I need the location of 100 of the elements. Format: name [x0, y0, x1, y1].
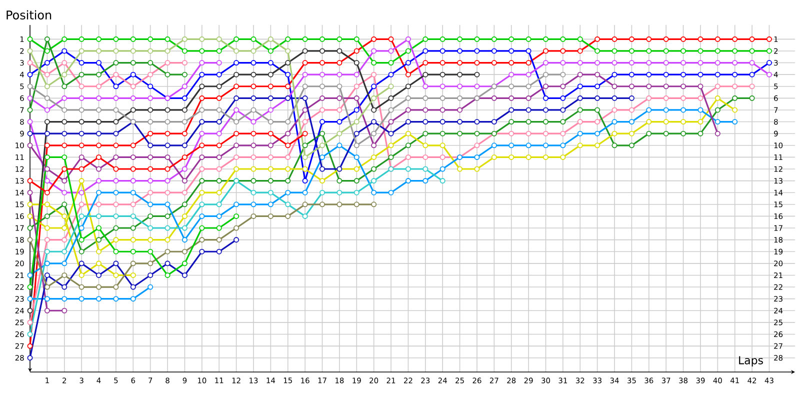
point	[164, 72, 170, 78]
point	[234, 154, 240, 160]
point	[78, 237, 84, 243]
point	[577, 130, 583, 136]
point	[320, 119, 326, 125]
point	[250, 72, 256, 78]
point	[714, 72, 720, 78]
point	[285, 213, 291, 219]
point	[199, 72, 205, 78]
point	[336, 142, 342, 148]
point	[250, 60, 256, 66]
point	[302, 95, 308, 101]
point	[250, 154, 256, 160]
point	[302, 107, 308, 113]
point	[216, 48, 222, 54]
point	[44, 178, 50, 184]
point	[113, 296, 119, 302]
point	[440, 154, 446, 160]
point	[440, 36, 446, 42]
point	[388, 72, 394, 78]
point	[749, 36, 755, 42]
point	[560, 154, 566, 160]
point	[749, 95, 755, 101]
point	[27, 178, 33, 184]
point	[371, 36, 377, 42]
point	[199, 48, 205, 54]
point	[216, 178, 222, 184]
point	[285, 166, 291, 172]
point	[371, 107, 377, 113]
point	[594, 48, 600, 54]
point	[113, 84, 119, 90]
point	[27, 84, 33, 90]
point	[44, 284, 50, 290]
point	[27, 48, 33, 54]
point	[234, 95, 240, 101]
point	[62, 248, 68, 254]
point	[44, 296, 50, 302]
point	[96, 202, 102, 208]
point	[680, 130, 686, 136]
point	[577, 60, 583, 66]
point	[44, 36, 50, 42]
point	[646, 107, 652, 113]
point	[646, 60, 652, 66]
point	[148, 260, 154, 266]
point	[62, 260, 68, 266]
point	[148, 48, 154, 54]
point	[96, 95, 102, 101]
point	[199, 166, 205, 172]
point	[302, 154, 308, 160]
point	[130, 237, 136, 243]
point	[680, 95, 686, 101]
point	[680, 107, 686, 113]
point	[371, 48, 377, 54]
point	[148, 213, 154, 219]
point	[130, 72, 136, 78]
point	[182, 107, 188, 113]
point	[113, 36, 119, 42]
point	[354, 166, 360, 172]
point	[113, 72, 119, 78]
point	[182, 130, 188, 136]
point	[354, 107, 360, 113]
point	[422, 95, 428, 101]
point	[78, 154, 84, 160]
point	[714, 60, 720, 66]
point	[628, 142, 634, 148]
point	[388, 95, 394, 101]
point	[62, 95, 68, 101]
point	[62, 308, 68, 314]
point	[130, 154, 136, 160]
point	[44, 119, 50, 125]
point	[234, 202, 240, 208]
point	[560, 142, 566, 148]
point	[148, 272, 154, 278]
point	[698, 72, 704, 78]
point	[646, 48, 652, 54]
point	[96, 272, 102, 278]
point	[594, 119, 600, 125]
point	[182, 237, 188, 243]
point	[216, 107, 222, 113]
point	[526, 107, 532, 113]
point	[182, 154, 188, 160]
point	[612, 130, 618, 136]
point	[405, 142, 411, 148]
point	[577, 36, 583, 42]
point	[628, 84, 634, 90]
point	[250, 95, 256, 101]
point	[577, 142, 583, 148]
point	[96, 72, 102, 78]
point	[302, 72, 308, 78]
point	[663, 107, 669, 113]
point	[680, 48, 686, 54]
point	[96, 84, 102, 90]
point	[766, 72, 772, 78]
point	[216, 130, 222, 136]
point	[354, 142, 360, 148]
point	[526, 48, 532, 54]
point	[148, 72, 154, 78]
point	[148, 107, 154, 113]
point	[216, 213, 222, 219]
point	[96, 284, 102, 290]
